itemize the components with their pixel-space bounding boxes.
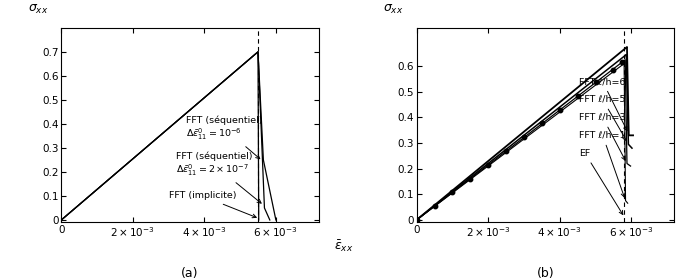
Text: FFT (séquentiel)
$\Delta\bar{\varepsilon}^0_{11}=10^{-6}$: FFT (séquentiel) $\Delta\bar{\varepsilon…	[187, 115, 263, 159]
Text: FFT ℓ/h=3: FFT ℓ/h=3	[580, 113, 626, 160]
Text: $\sigma_{xx}$: $\sigma_{xx}$	[28, 3, 48, 16]
Text: FFT ℓ/h=1: FFT ℓ/h=1	[580, 131, 626, 197]
Text: $\sigma_{xx}$: $\sigma_{xx}$	[383, 3, 404, 16]
Text: FFT (séquentiel)
$\Delta\bar{\varepsilon}^0_{11}=2\times10^{-7}$: FFT (séquentiel) $\Delta\bar{\varepsilon…	[176, 151, 261, 203]
Text: FFT ℓ/h=6: FFT ℓ/h=6	[580, 77, 627, 131]
Text: (b): (b)	[537, 267, 554, 278]
Text: $\bar{\varepsilon}_{xx}$: $\bar{\varepsilon}_{xx}$	[334, 238, 353, 254]
Text: (a): (a)	[181, 267, 199, 278]
Text: FFT (implicite): FFT (implicite)	[169, 192, 256, 218]
Text: EF: EF	[580, 149, 623, 215]
Text: FFT ℓ/h=5: FFT ℓ/h=5	[580, 95, 627, 141]
